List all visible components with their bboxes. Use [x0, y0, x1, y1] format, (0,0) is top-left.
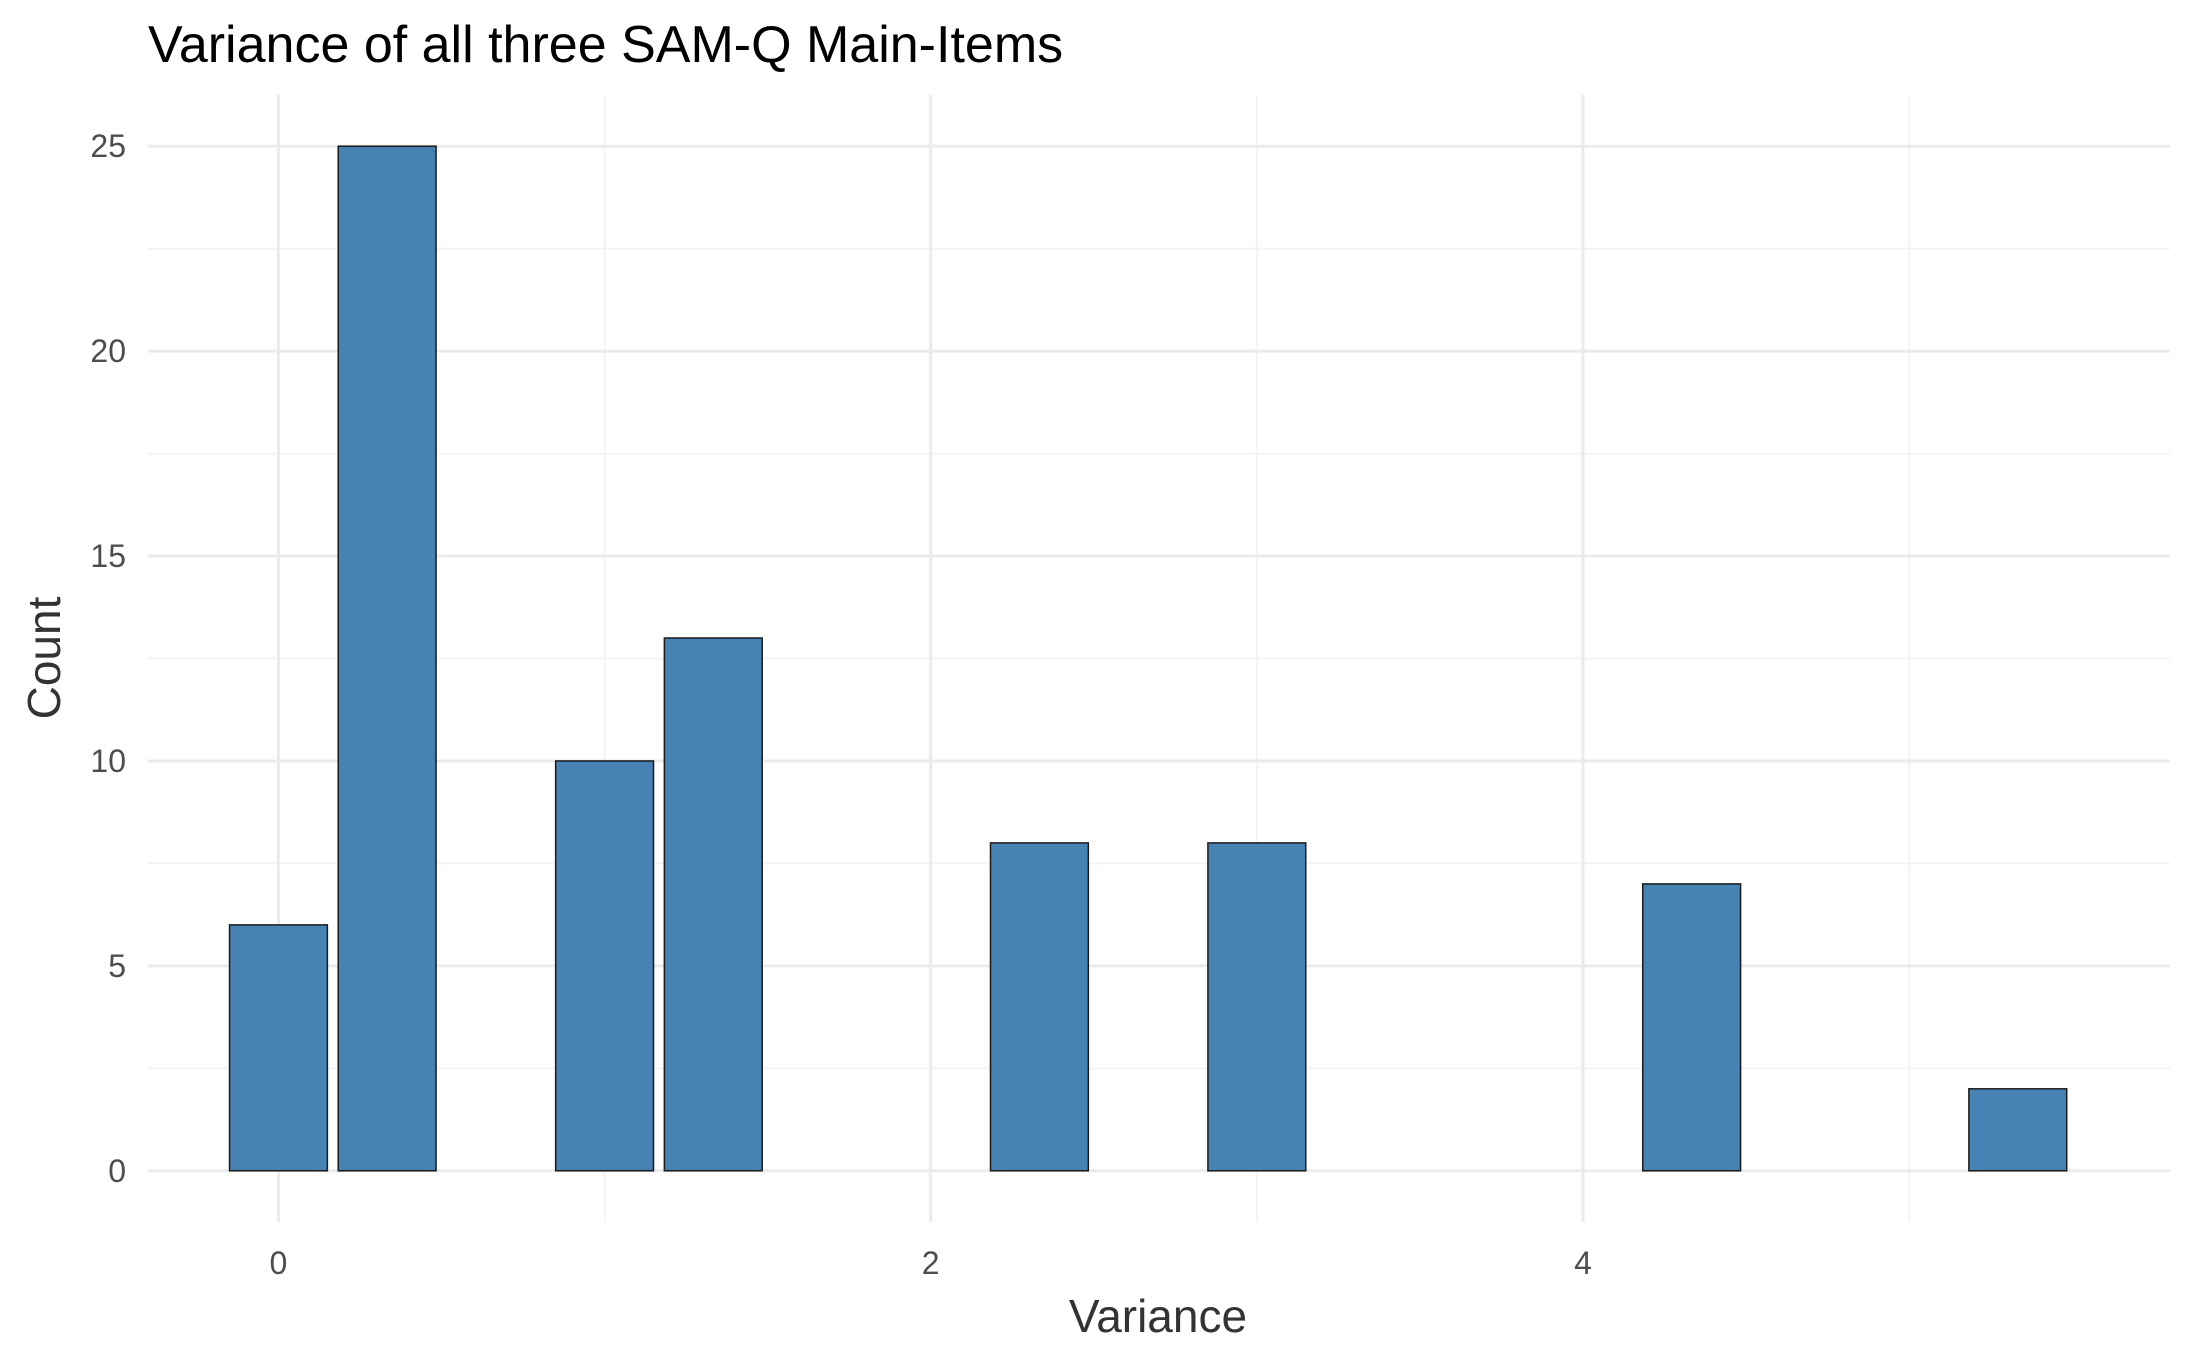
major-gridlines: [148, 95, 2170, 1222]
bar: [228, 924, 329, 1172]
bar: [989, 842, 1090, 1172]
y-tick-label: 5: [108, 948, 126, 984]
y-axis-title: Count: [18, 596, 70, 719]
bars: [228, 145, 2068, 1172]
y-tick-label: 25: [90, 128, 126, 164]
y-tick-label: 10: [90, 743, 126, 779]
bar: [1968, 1088, 2068, 1172]
bar: [554, 760, 655, 1172]
y-tick-label: 15: [90, 538, 126, 574]
x-tick-label: 0: [270, 1245, 288, 1281]
x-tick-label: 2: [922, 1245, 940, 1281]
x-tick-label: 4: [1574, 1245, 1592, 1281]
chart-title: Variance of all three SAM-Q Main-Items: [148, 16, 1063, 74]
bar: [1641, 883, 1742, 1172]
y-tick-label: 20: [90, 333, 126, 369]
bar: [663, 637, 763, 1172]
bar: [1207, 842, 1307, 1172]
minor-gridlines: [148, 95, 2170, 1222]
bar: [337, 145, 437, 1172]
y-tick-label: 0: [108, 1153, 126, 1189]
x-axis-title: Variance: [1069, 1290, 1247, 1342]
tick-labels: 0 2 4 0 5 10 15 20 25: [90, 128, 1591, 1281]
